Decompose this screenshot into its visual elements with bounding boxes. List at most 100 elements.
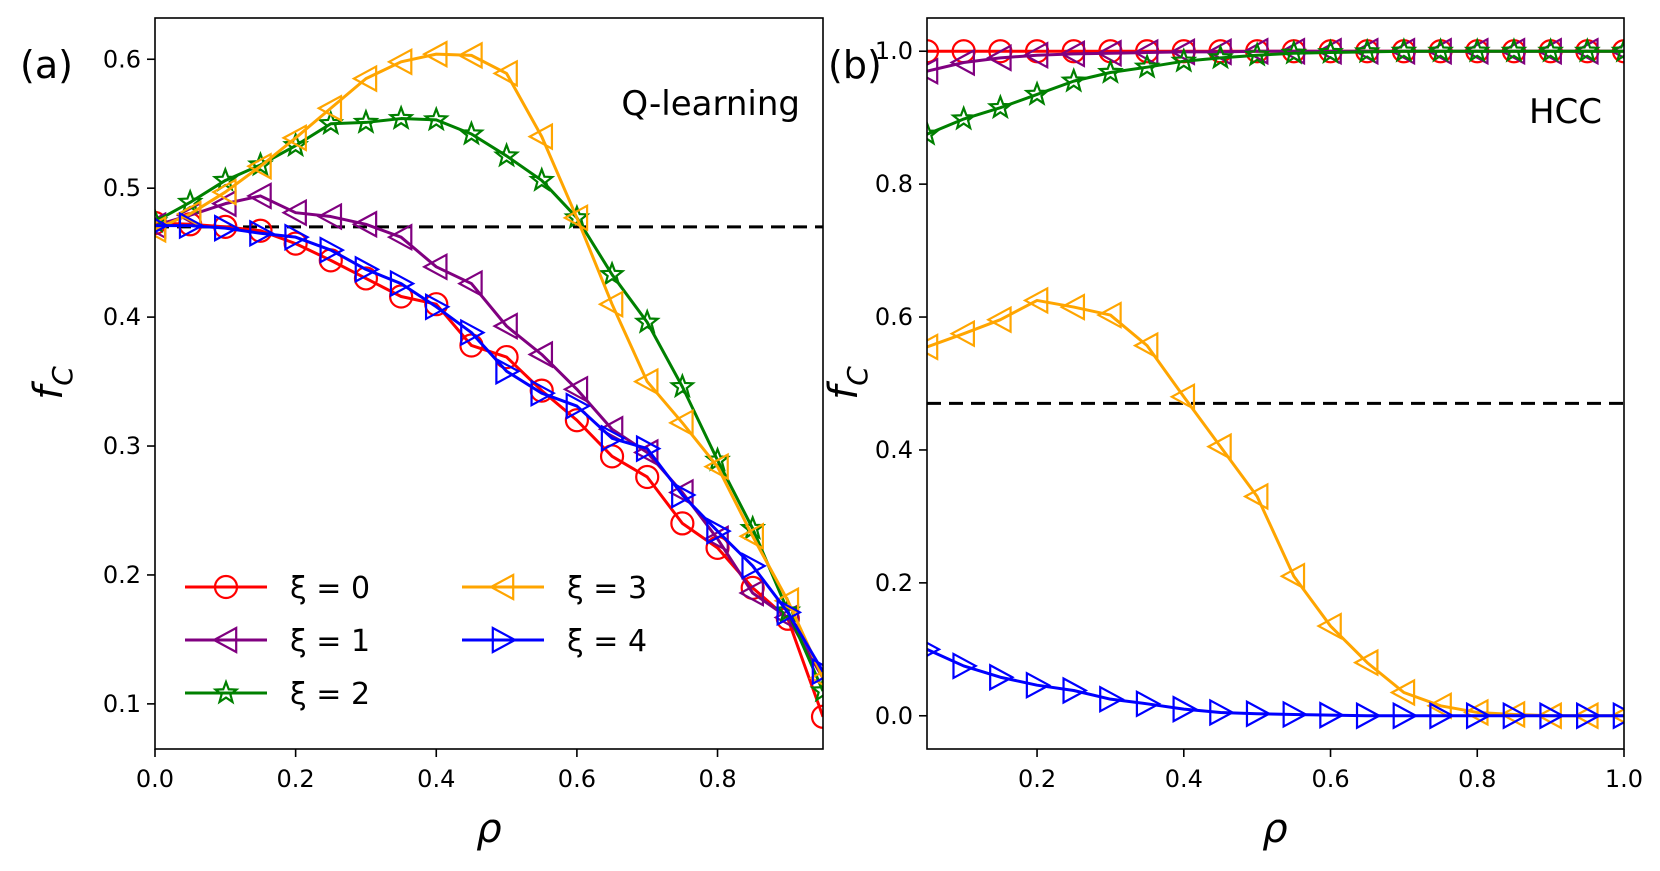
data-point-xi4: [1062, 676, 1089, 705]
data-point-xi3: [1352, 648, 1379, 677]
data-point-xi2: [1353, 37, 1381, 64]
data-point-xi4: [1465, 701, 1492, 730]
data-point-xi3: [246, 152, 272, 181]
data-point-xi4: [565, 392, 592, 420]
data-point-xi2: [950, 104, 978, 131]
x-tick-label: 0.2: [277, 765, 315, 793]
data-point-xi4: [1576, 701, 1602, 730]
data-point-xi3: [421, 40, 448, 68]
data-point-xi4: [319, 236, 346, 264]
legend-item-xi2: ξ = 2: [185, 677, 370, 712]
data-point-xi2: [774, 596, 802, 623]
data-point-xi4: [284, 223, 310, 252]
data-point-xi4: [424, 292, 451, 321]
data-point-xi3: [386, 47, 413, 76]
x-tick-label: 0.8: [1458, 765, 1496, 793]
data-point-xi0: [927, 39, 940, 64]
data-point-xi2: [633, 308, 661, 334]
legend-item-xi4: ξ = 4: [462, 624, 647, 659]
legend-swatch-marker: [213, 574, 239, 600]
data-point-xi4: [249, 219, 275, 248]
y-tick-label: 0.0: [875, 702, 913, 730]
data-point-xi3: [1096, 301, 1122, 329]
data-point-xi2: [1610, 37, 1624, 63]
data-point-xi1: [738, 579, 764, 607]
data-point-xi2: [493, 141, 521, 168]
data-point-xi1: [351, 210, 378, 239]
data-point-xi4: [989, 663, 1015, 692]
data-point-xi4: [1172, 695, 1199, 723]
data-point-xi2: [986, 93, 1014, 120]
data-point-xi4: [1319, 701, 1345, 729]
data-point-xi3: [986, 305, 1012, 334]
data-point-xi4: [1245, 699, 1272, 728]
panel-a-series: [155, 40, 823, 729]
legend-item-xi3: ξ = 3: [462, 571, 647, 606]
x-tick-label: 0.0: [136, 765, 174, 793]
panel-b-series: [927, 37, 1624, 730]
data-point-xi3: [1316, 612, 1342, 640]
data-point-xi3: [492, 59, 518, 88]
data-point-xi4: [530, 379, 557, 408]
data-point-xi2: [598, 260, 626, 287]
data-point-xi1: [986, 44, 1012, 72]
data-point-xi4: [1282, 700, 1309, 729]
data-point-xi2: [1133, 53, 1161, 79]
panel-a-title: Q-learning: [621, 84, 800, 124]
data-point-xi1: [703, 525, 729, 553]
data-point-xi2: [668, 372, 696, 399]
data-point-xi1: [1022, 41, 1049, 70]
panel-a-x-label: ρ: [476, 806, 501, 852]
panel-a-y-axis: 0.1 0.2 0.3 0.4 0.5 0.6: [103, 45, 155, 718]
legend-swatch-marker: [488, 573, 515, 601]
data-point-xi4: [155, 217, 170, 234]
y-tick-label: 0.6: [875, 303, 913, 331]
data-point-xi4: [460, 318, 486, 347]
legend-label: ξ = 4: [567, 624, 647, 659]
data-point-xi2: [1280, 39, 1308, 65]
data-point-xi3: [527, 122, 554, 151]
data-point-xi2: [1096, 58, 1124, 84]
data-point-xi3: [1132, 331, 1159, 360]
data-point-xi2: [563, 203, 591, 230]
panel-a-tag: (a): [20, 43, 73, 87]
panel-a-y-label-sub: C: [46, 366, 79, 386]
x-tick-label: 0.8: [698, 765, 736, 793]
data-point-xi3: [562, 203, 589, 232]
data-point-xi3: [597, 290, 624, 319]
series-line-xi2: [927, 49, 1624, 136]
data-point-xi3: [1389, 678, 1416, 707]
data-point-xi4: [1135, 689, 1162, 718]
data-point-xi3: [1169, 382, 1196, 411]
data-point-xi4: [776, 598, 803, 627]
data-point-xi2: [1207, 43, 1234, 70]
data-point-xi2: [1463, 37, 1491, 63]
data-point-xi1: [386, 223, 413, 252]
data-point-xi3: [927, 333, 939, 361]
data-point-xi0: [564, 408, 589, 433]
y-tick-label: 0.6: [103, 45, 141, 73]
panel-b-y-label-sub: C: [841, 366, 874, 386]
legend-swatch-marker: [212, 678, 240, 705]
data-point-xi3: [351, 64, 378, 93]
data-point-xi2: [387, 104, 415, 131]
data-point-xi4: [1209, 698, 1235, 727]
data-point-xi4: [1099, 685, 1125, 714]
data-point-xi1: [281, 198, 307, 227]
data-point-xi1: [949, 48, 975, 77]
data-point-xi2: [352, 108, 380, 134]
data-point-xi3: [949, 319, 975, 348]
data-point-xi3: [1279, 562, 1306, 591]
data-point-xi3: [457, 41, 483, 70]
panel-b-tag: (b): [828, 43, 882, 87]
data-point-xi3: [1242, 482, 1269, 511]
data-point-xi0: [635, 464, 660, 490]
data-point-xi4: [1025, 671, 1052, 700]
y-tick-label: 1.0: [875, 37, 913, 65]
data-point-xi1: [562, 375, 589, 404]
data-point-xi3: [1462, 698, 1489, 727]
y-tick-label: 0.4: [875, 436, 913, 464]
data-point-xi3: [1426, 691, 1452, 720]
data-point-xi1: [1096, 39, 1122, 68]
data-point-xi1: [316, 202, 343, 231]
